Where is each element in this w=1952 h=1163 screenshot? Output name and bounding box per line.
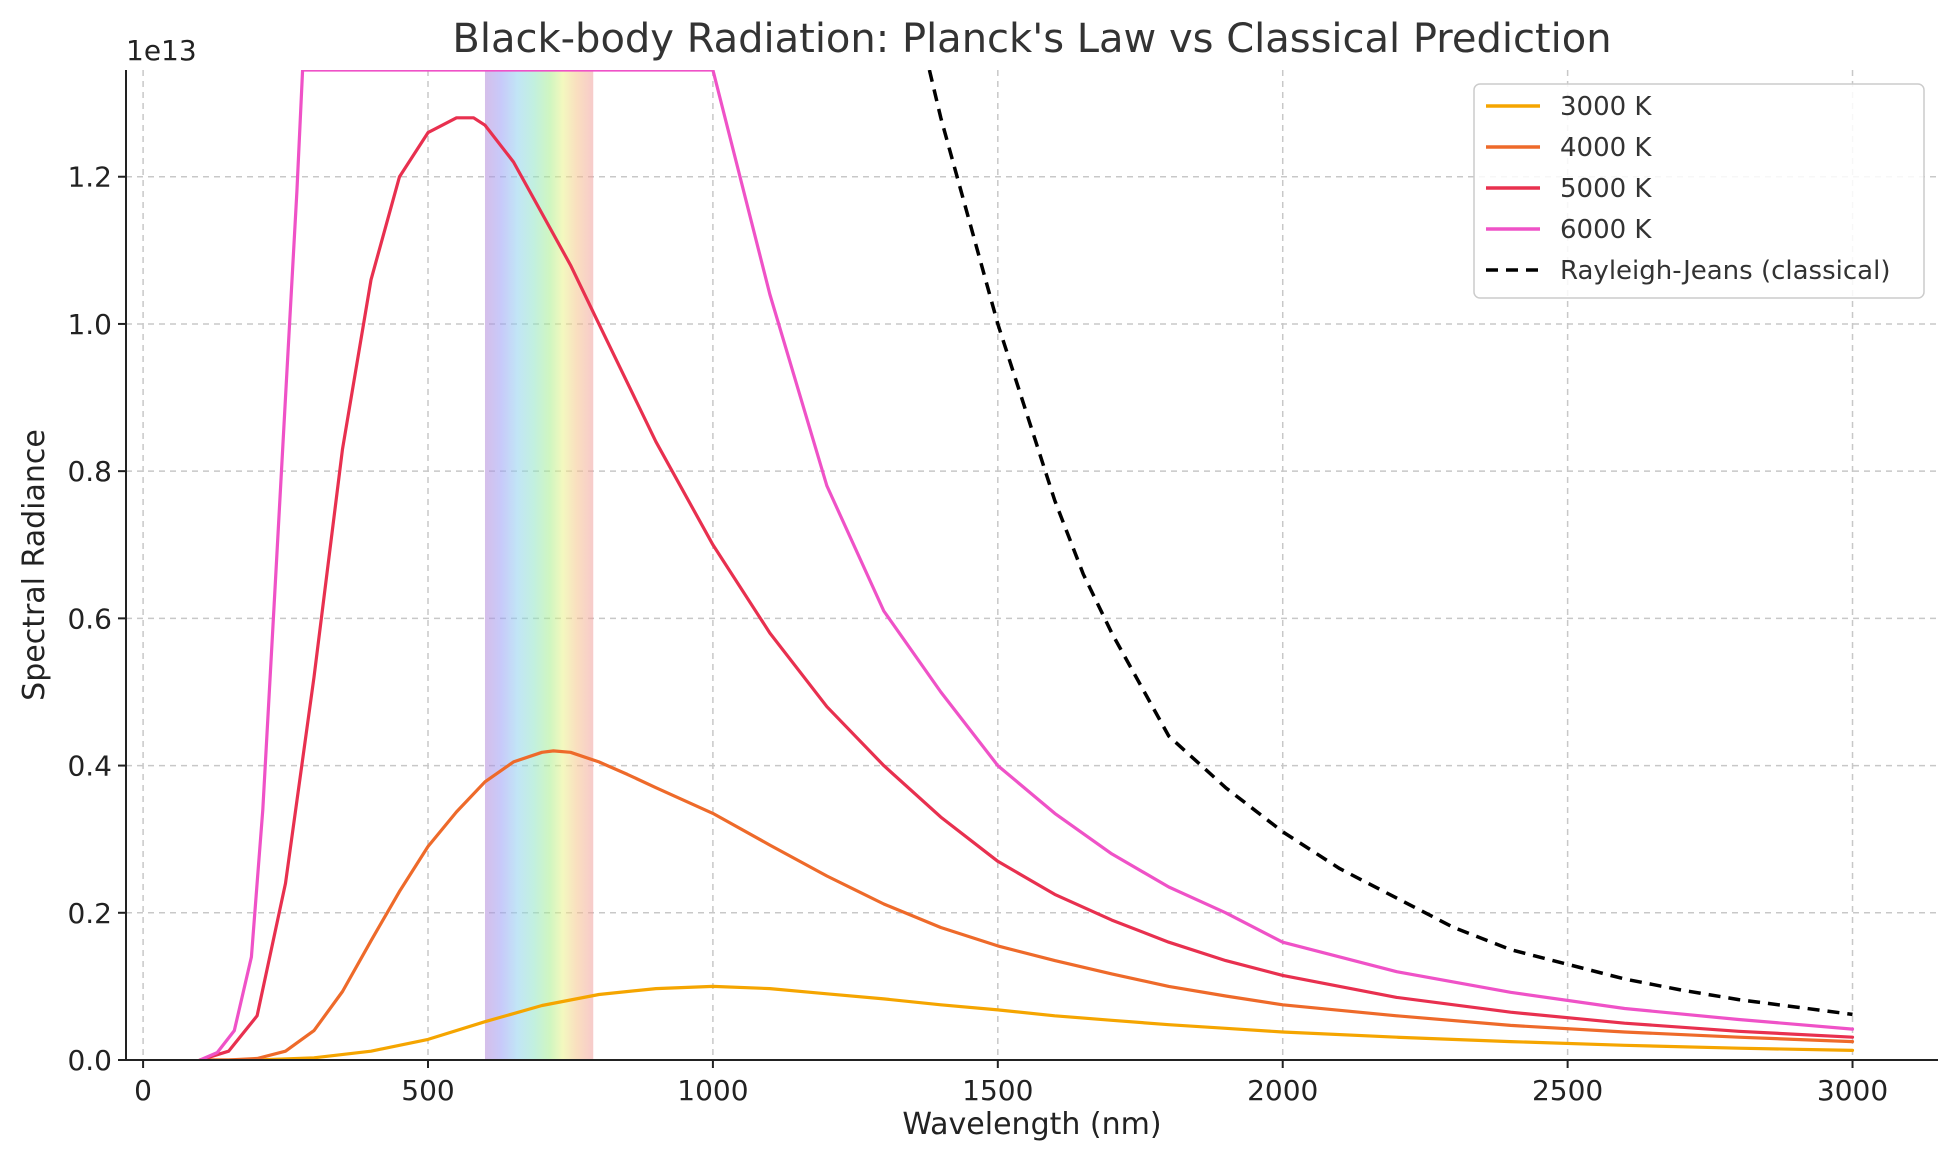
y-tick-label-0: 0.0: [67, 1044, 112, 1077]
legend-label-4: Rayleigh-Jeans (classical): [1560, 256, 1890, 286]
series-line-0: [198, 984, 1855, 1060]
y-tick-label-5: 1.0: [67, 308, 112, 341]
series-line-1: [198, 749, 1855, 1060]
legend-label-1: 4000 K: [1560, 133, 1652, 163]
legend-label-0: 3000 K: [1560, 92, 1652, 122]
x-tick-label-0: 0: [134, 1074, 152, 1107]
x-tick-label-6: 3000: [1817, 1074, 1888, 1107]
x-tick-label-3: 1500: [962, 1074, 1033, 1107]
series-layer: [198, 70, 1855, 1060]
legend-label-3: 6000 K: [1560, 215, 1652, 245]
y-offset-label: 1e13: [126, 34, 197, 67]
chart-title: Black-body Radiation: Planck's Law vs Cl…: [452, 16, 1611, 62]
y-tick-label-1: 0.2: [67, 897, 112, 930]
y-tick-label-6: 1.2: [67, 161, 112, 194]
x-tick-label-1: 500: [401, 1074, 454, 1107]
x-tick-label-4: 2000: [1247, 1074, 1318, 1107]
y-tick-label-2: 0.4: [67, 750, 112, 783]
y-tick-label-3: 0.6: [67, 602, 112, 635]
legend-box: [1473, 83, 1925, 299]
ticks: 0 500 1000 1500 2000 2500 3000 0.0 0.2 0.4 0.6 0.8 1…: [67, 161, 1888, 1107]
x-tick-label-5: 2500: [1532, 1074, 1603, 1107]
legend: 3000 K 4000 K 5000 K 6000 K Rayleigh-Jeans (…: [1473, 83, 1925, 299]
y-axis-label: Spectral Radiance: [17, 429, 52, 701]
y-tick-label-4: 0.8: [67, 455, 112, 488]
visible-spectrum-band: [484, 70, 594, 1060]
legend-label-2: 5000 K: [1560, 174, 1652, 204]
series-line-2: [198, 116, 1855, 1060]
x-tick-label-2: 1000: [677, 1074, 748, 1107]
series-line-3: [198, 70, 1855, 1060]
series-line-4: [927, 70, 1853, 1017]
x-axis-label: Wavelength (nm): [902, 1107, 1161, 1142]
